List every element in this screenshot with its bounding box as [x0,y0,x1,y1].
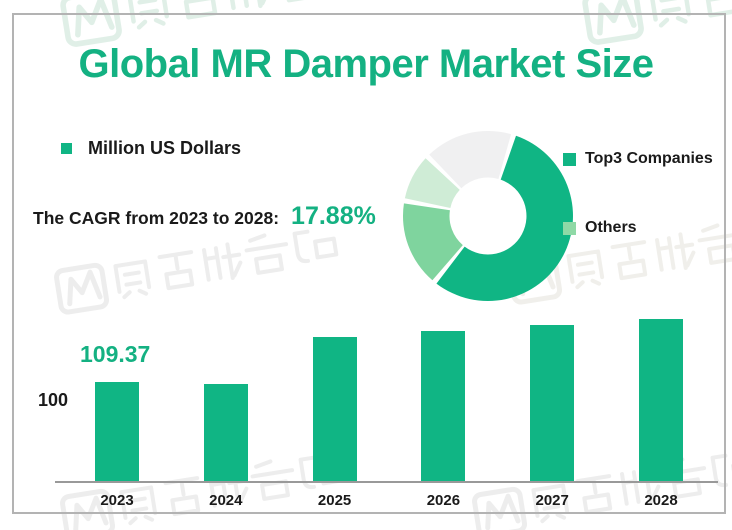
page-title: Global MR Damper Market Size [78,42,654,86]
donut-segment-2-others [404,158,460,208]
donut-segment-1-others [402,203,463,281]
legend-item-top3-companies: Top3 Companies [563,150,713,168]
bar-2025 [312,337,357,482]
legend-label-others: Others [585,219,637,236]
x-axis-line [55,481,718,483]
x-axis-label-2026: 2026 [426,492,461,509]
x-axis-label-2027: 2027 [535,492,569,509]
bar-2023 [95,382,139,482]
bar-2027 [530,325,575,482]
legend-label-top3: Top3 Companies [585,150,713,167]
chart-frame [12,13,726,514]
x-axis-label-2024: 2024 [209,492,243,509]
bar-2028 [639,319,683,482]
x-axis-label-2028: 2028 [644,492,678,509]
donut-segment-3-others [429,130,512,189]
y-axis-tick-label: 100 [38,390,69,410]
x-axis-label-2025: 2025 [317,492,352,509]
unit-legend: Million US Dollars [61,138,241,159]
donut-chart [402,130,573,301]
cagr-value: 17.88% [291,202,376,230]
legend-swatch-top3-icon [563,152,576,166]
bar-2026 [421,331,466,482]
unit-legend-label: Million US Dollars [88,138,242,158]
cagr-line: The CAGR from 2023 to 2028: 17.88% [33,202,376,231]
legend-item-others: Others [563,219,637,237]
legend-swatch-others-icon [563,221,576,235]
bar-2024 [203,384,248,482]
unit-legend-swatch-icon [61,143,72,154]
x-axis-label-2023: 2023 [100,492,134,509]
cagr-label: The CAGR from 2023 to 2028: [33,208,280,228]
donut-segment-0-top3-companies [436,135,573,301]
bar-data-label-2023: 109.37 [80,341,151,367]
